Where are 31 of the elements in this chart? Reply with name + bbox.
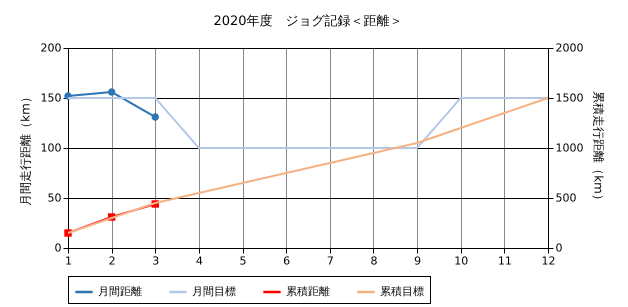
y2-tick-label: 1000 (556, 142, 584, 154)
x-tick-label: 1 (65, 254, 72, 268)
y-tick-label: 150 (40, 92, 62, 104)
y-tick-label: 200 (40, 42, 62, 54)
x-tick-label: 3 (152, 254, 160, 268)
y-axis-title: 月間走行距離（km） (18, 91, 33, 206)
point (152, 113, 159, 121)
x-tick-label: 12 (542, 254, 556, 268)
x-tick-label: 9 (414, 254, 422, 268)
y-tick-label: 50 (48, 192, 62, 204)
x-tick-label: 7 (326, 254, 334, 268)
legend-label: 月間目標 (192, 285, 236, 298)
x-tick-label: 2 (108, 254, 116, 268)
y2-tick-label: 2000 (556, 42, 584, 54)
point (108, 88, 116, 96)
y2-axis-title: 累積走行距離（km） (591, 91, 606, 206)
x-tick-label: 4 (196, 254, 203, 268)
y2-tick-label: 500 (556, 192, 576, 204)
x-tick-label: 11 (498, 254, 512, 268)
x-tick-label: 5 (240, 254, 247, 268)
legend-label: 月間距離 (98, 285, 142, 298)
y-tick-label: 100 (40, 142, 62, 154)
y-tick-label: 0 (54, 242, 62, 254)
x-tick-label: 6 (283, 254, 290, 268)
x-tick-label: 8 (370, 254, 378, 268)
y2-tick-label: 1500 (556, 92, 584, 104)
legend-label: 累積目標 (380, 285, 424, 298)
chart-title: 2020年度 ジョグ記録＜距離＞ (213, 13, 403, 29)
y2-tick-label: 0 (556, 242, 562, 254)
x-tick-label: 10 (454, 254, 468, 268)
legend-label: 累積距離 (286, 285, 330, 298)
